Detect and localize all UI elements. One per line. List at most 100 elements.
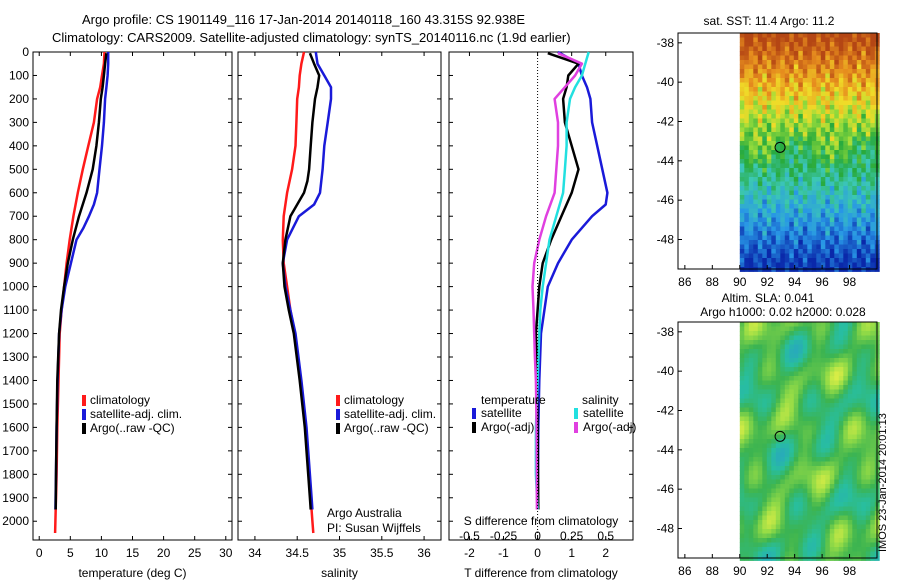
map-cell (861, 371, 867, 377)
map-cell (766, 493, 772, 498)
y-tick-label: 800 (9, 233, 29, 247)
map-cell (793, 497, 799, 503)
map-cell (798, 100, 804, 106)
map-cell (762, 73, 768, 79)
map-cell (793, 335, 799, 341)
map-cell (789, 186, 795, 191)
map-cell (834, 533, 840, 539)
map-cell (798, 452, 804, 458)
map-cell (753, 42, 759, 47)
map-cell (852, 105, 858, 110)
map-cell (744, 127, 750, 133)
map-cell (847, 177, 853, 182)
map-cell (829, 434, 835, 440)
map-cell (843, 154, 849, 160)
map-cell (820, 253, 826, 259)
map-cell (816, 416, 822, 422)
map-cell (762, 240, 768, 245)
map-cell (739, 78, 745, 83)
map-cell (834, 91, 840, 97)
map-cell (870, 141, 876, 146)
map-cell (784, 362, 790, 368)
map-cell (820, 51, 826, 56)
map-cell (775, 258, 781, 263)
map-cell (744, 511, 750, 516)
map-cell (861, 55, 867, 61)
map-cell (847, 150, 853, 155)
map-cell (771, 199, 777, 205)
map-cell (802, 199, 808, 205)
map-cell (757, 177, 763, 182)
map-cell (802, 114, 808, 119)
map-cell (870, 244, 876, 250)
map-cell (739, 114, 745, 119)
map-cell (757, 105, 763, 110)
map-cell (739, 159, 745, 164)
map-cell (870, 73, 876, 79)
map-cell (780, 96, 786, 101)
map-cell (820, 353, 826, 359)
map-cell (820, 511, 826, 516)
map-cell (829, 362, 835, 368)
map-cell (802, 240, 808, 245)
map-cell (789, 51, 795, 56)
map-cell (753, 362, 759, 368)
map-cell (789, 204, 795, 209)
map-cell (829, 208, 835, 214)
map-cell (811, 258, 817, 263)
map-y-tick-label: -46 (657, 193, 675, 207)
map-cell (861, 123, 867, 128)
map-cell (816, 524, 822, 530)
map-cell (762, 55, 768, 61)
map-cell (771, 123, 777, 128)
map-cell (748, 235, 754, 241)
map-cell (843, 159, 849, 164)
map-cell (739, 398, 745, 404)
map-cell (829, 479, 835, 485)
map-cell (798, 389, 804, 395)
map-cell (739, 322, 745, 327)
map-cell (793, 168, 799, 173)
map-cell (802, 407, 808, 413)
map-cell (757, 150, 763, 155)
map-cell (753, 385, 759, 390)
map-cell (852, 141, 858, 146)
map-cell (861, 421, 867, 426)
map-cell (843, 493, 849, 498)
map-cell (771, 538, 777, 543)
map-cell (789, 515, 795, 521)
map-cell (766, 394, 772, 399)
map-cell (766, 416, 772, 422)
map-cell (789, 371, 795, 377)
map-cell (829, 326, 835, 332)
map-cell (744, 353, 750, 359)
map-cell (739, 55, 745, 61)
map-cell (847, 466, 853, 471)
map-cell (798, 145, 804, 151)
map-cell (766, 33, 772, 38)
map-cell (838, 416, 844, 422)
map-cell (865, 109, 871, 115)
map-cell (789, 488, 795, 494)
map-cell (843, 69, 849, 74)
map-cell (870, 222, 876, 227)
map-cell (807, 407, 813, 413)
map-cell (775, 322, 781, 327)
map-cell (852, 46, 858, 52)
map-cell (843, 331, 849, 336)
map-cell (744, 421, 750, 426)
map-cell (852, 190, 858, 196)
map-cell (852, 181, 858, 187)
map-cell (852, 493, 858, 498)
map-cell (847, 181, 853, 187)
map-cell (789, 506, 795, 512)
map-cell (748, 150, 754, 155)
map-cell (793, 493, 799, 498)
map-cell (807, 181, 813, 187)
map-cell (843, 150, 849, 155)
map-cell (861, 109, 867, 115)
map-cell (793, 421, 799, 426)
map-cell (816, 362, 822, 368)
map-cell (829, 493, 835, 498)
map-cell (870, 235, 876, 241)
